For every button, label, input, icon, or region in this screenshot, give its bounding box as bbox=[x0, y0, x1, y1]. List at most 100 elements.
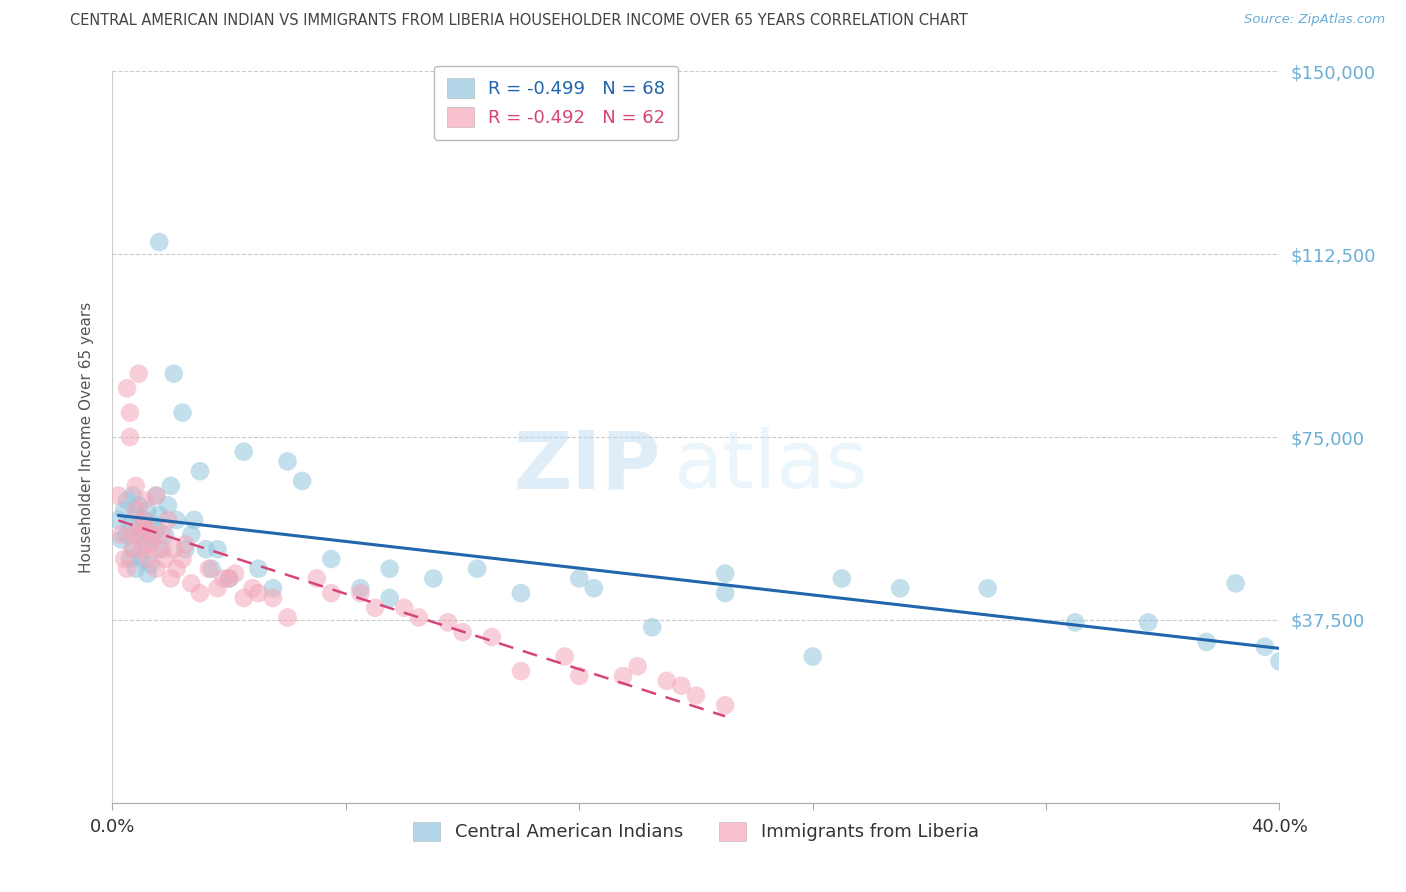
Point bbox=[131, 542, 153, 557]
Point bbox=[568, 572, 591, 586]
Point bbox=[160, 479, 183, 493]
Point bbox=[801, 649, 824, 664]
Point bbox=[1225, 576, 1247, 591]
Legend: Central American Indians, Immigrants from Liberia: Central American Indians, Immigrants fro… bbox=[406, 814, 986, 848]
Point bbox=[118, 552, 141, 566]
Point bbox=[218, 572, 240, 586]
Point bbox=[172, 406, 194, 420]
Point bbox=[262, 581, 284, 595]
Point bbox=[128, 527, 150, 541]
Point bbox=[125, 503, 148, 517]
Point bbox=[612, 669, 634, 683]
Point bbox=[174, 542, 197, 557]
Point bbox=[148, 542, 170, 557]
Point bbox=[714, 698, 737, 713]
Point bbox=[128, 367, 150, 381]
Point bbox=[134, 513, 156, 527]
Point bbox=[831, 572, 853, 586]
Point bbox=[128, 527, 150, 541]
Point bbox=[714, 566, 737, 581]
Point bbox=[422, 572, 444, 586]
Point bbox=[156, 499, 179, 513]
Point bbox=[509, 586, 531, 600]
Point bbox=[115, 527, 138, 541]
Point bbox=[131, 517, 153, 532]
Point bbox=[188, 464, 211, 478]
Point bbox=[153, 527, 176, 541]
Point bbox=[174, 537, 197, 551]
Point bbox=[125, 508, 148, 522]
Point bbox=[131, 523, 153, 537]
Point bbox=[134, 493, 156, 508]
Point bbox=[262, 591, 284, 605]
Point bbox=[321, 552, 343, 566]
Point bbox=[451, 625, 474, 640]
Point bbox=[136, 503, 159, 517]
Point bbox=[655, 673, 678, 688]
Point bbox=[115, 381, 138, 395]
Point bbox=[212, 572, 235, 586]
Point bbox=[136, 566, 159, 581]
Text: atlas: atlas bbox=[672, 427, 868, 506]
Point bbox=[1254, 640, 1277, 654]
Point bbox=[183, 513, 205, 527]
Point bbox=[163, 367, 186, 381]
Text: ZIP: ZIP bbox=[513, 427, 661, 506]
Point bbox=[180, 576, 202, 591]
Point bbox=[107, 513, 129, 527]
Point bbox=[188, 586, 211, 600]
Point bbox=[349, 581, 371, 595]
Point bbox=[224, 566, 246, 581]
Point bbox=[150, 527, 173, 541]
Point bbox=[139, 533, 162, 547]
Point bbox=[554, 649, 576, 664]
Point bbox=[509, 664, 531, 678]
Point bbox=[276, 610, 298, 624]
Text: Source: ZipAtlas.com: Source: ZipAtlas.com bbox=[1244, 13, 1385, 27]
Point bbox=[145, 562, 167, 576]
Point bbox=[128, 499, 150, 513]
Point bbox=[232, 444, 254, 458]
Point bbox=[112, 552, 135, 566]
Point bbox=[166, 562, 188, 576]
Point bbox=[142, 517, 165, 532]
Point bbox=[115, 493, 138, 508]
Point bbox=[378, 562, 401, 576]
Point bbox=[148, 508, 170, 522]
Point bbox=[197, 562, 219, 576]
Point bbox=[180, 527, 202, 541]
Point bbox=[889, 581, 911, 595]
Point bbox=[145, 523, 167, 537]
Point bbox=[118, 406, 141, 420]
Point bbox=[142, 527, 165, 541]
Point bbox=[122, 527, 145, 541]
Point bbox=[166, 513, 188, 527]
Point bbox=[641, 620, 664, 634]
Point bbox=[163, 542, 186, 557]
Point bbox=[145, 489, 167, 503]
Point bbox=[110, 527, 132, 541]
Point bbox=[568, 669, 591, 683]
Point bbox=[408, 610, 430, 624]
Point bbox=[207, 542, 229, 557]
Text: CENTRAL AMERICAN INDIAN VS IMMIGRANTS FROM LIBERIA HOUSEHOLDER INCOME OVER 65 YE: CENTRAL AMERICAN INDIAN VS IMMIGRANTS FR… bbox=[70, 13, 969, 29]
Point bbox=[437, 615, 460, 630]
Point bbox=[481, 630, 503, 644]
Point bbox=[201, 562, 224, 576]
Point bbox=[118, 430, 141, 444]
Point bbox=[1064, 615, 1087, 630]
Point bbox=[364, 600, 387, 615]
Point bbox=[1137, 615, 1160, 630]
Point bbox=[156, 513, 179, 527]
Point bbox=[134, 537, 156, 551]
Point bbox=[122, 542, 145, 557]
Point bbox=[139, 537, 162, 551]
Point bbox=[291, 474, 314, 488]
Point bbox=[1268, 654, 1291, 668]
Point bbox=[125, 562, 148, 576]
Point bbox=[276, 454, 298, 468]
Y-axis label: Householder Income Over 65 years: Householder Income Over 65 years bbox=[79, 301, 94, 573]
Point bbox=[131, 552, 153, 566]
Point bbox=[145, 489, 167, 503]
Point bbox=[671, 679, 693, 693]
